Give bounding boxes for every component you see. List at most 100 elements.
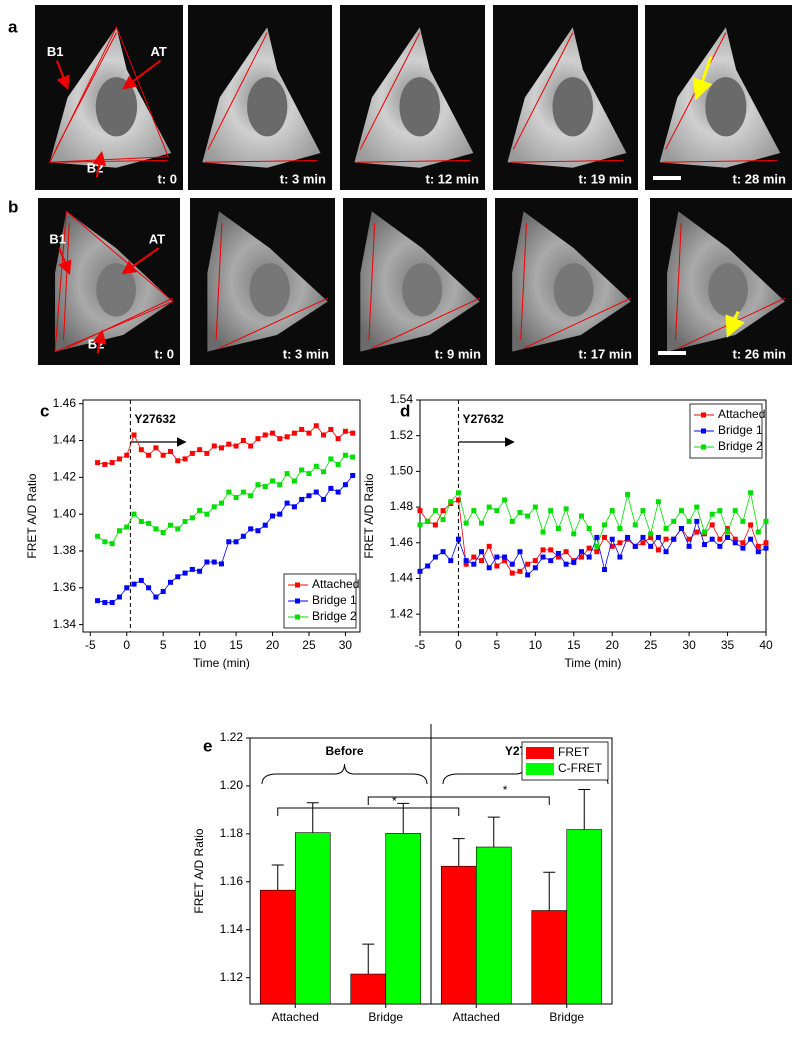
point: [655, 534, 661, 540]
point: [655, 547, 661, 553]
point: [328, 426, 334, 432]
point: [299, 496, 305, 502]
point: [678, 525, 684, 531]
roi-label: AT: [150, 44, 166, 59]
point: [262, 484, 268, 490]
point: [686, 543, 692, 549]
point: [479, 558, 485, 564]
point: [755, 543, 761, 549]
point: [755, 549, 761, 555]
nucleus: [96, 263, 136, 317]
significance-bracket: [367, 796, 550, 805]
point: [563, 549, 569, 555]
point: [548, 508, 554, 514]
highlight-arrow: [725, 310, 745, 338]
y-tick-label: 1.36: [53, 580, 77, 594]
point: [109, 600, 115, 606]
point: [509, 570, 515, 576]
x-tick-label: 10: [529, 638, 543, 652]
point: [102, 461, 108, 467]
point: [321, 432, 327, 438]
highlight-arrow: [692, 56, 713, 101]
point: [517, 568, 523, 574]
y-axis-label: FRET A/D Ratio: [25, 473, 39, 558]
point: [701, 542, 707, 548]
time-label: t: 19 min: [579, 171, 633, 186]
point: [102, 600, 108, 606]
x-tick-label: 15: [567, 638, 581, 652]
x-tick-label: 20: [266, 638, 280, 652]
point: [594, 534, 600, 540]
point: [602, 567, 608, 573]
point: [663, 536, 669, 542]
roi-label: B2: [87, 160, 104, 175]
point: [262, 432, 268, 438]
micrograph: t: 3 min: [188, 5, 332, 190]
point: [648, 531, 654, 537]
micrograph: t: 9 min: [343, 198, 487, 365]
y-tick-label: 1.40: [53, 506, 77, 520]
point: [494, 508, 500, 514]
point: [124, 585, 130, 591]
bar: [350, 973, 387, 1005]
y-axis-label: FRET A/D Ratio: [362, 473, 376, 558]
legend-label: Bridge 2: [718, 439, 763, 453]
point: [425, 563, 431, 569]
point: [146, 585, 152, 591]
error-bar: [487, 816, 500, 848]
y-tick-label: 1.20: [220, 778, 244, 792]
bridge-line: [205, 159, 318, 163]
point: [671, 536, 677, 542]
point: [226, 441, 232, 447]
point: [255, 528, 261, 534]
point: [95, 598, 101, 604]
point: [277, 511, 283, 517]
point: [342, 452, 348, 458]
point: [532, 565, 538, 571]
point: [248, 526, 254, 532]
point: [648, 543, 654, 549]
legend-marker: [701, 428, 706, 434]
point: [284, 500, 290, 506]
point: [609, 508, 615, 514]
y-tick-label: 1.44: [53, 433, 77, 447]
point: [240, 489, 246, 495]
series-line: [419, 520, 767, 576]
x-tick-label: 0: [455, 638, 462, 652]
bar: [566, 829, 603, 1005]
point: [240, 438, 246, 444]
point: [175, 574, 181, 580]
legend-marker: [701, 412, 706, 418]
panel-label: b: [8, 197, 18, 216]
point: [432, 508, 438, 514]
nucleus: [249, 263, 291, 317]
point: [455, 536, 461, 542]
panel-label: d: [400, 401, 410, 420]
point: [153, 594, 159, 600]
legend-label: Attached: [718, 407, 765, 421]
point: [640, 508, 646, 514]
point: [732, 536, 738, 542]
point: [694, 529, 700, 535]
roi-arrow: [122, 59, 162, 90]
bar: [440, 865, 477, 1005]
point: [350, 472, 356, 478]
point: [532, 504, 538, 510]
x-tick-label: 5: [494, 638, 501, 652]
bridge-line: [510, 159, 624, 163]
micrograph: t: 0 B1 AT B2: [38, 198, 180, 365]
point: [540, 529, 546, 535]
point: [748, 522, 754, 528]
point: [517, 549, 523, 555]
point: [678, 508, 684, 514]
point: [455, 497, 461, 503]
point: [350, 430, 356, 436]
point: [432, 522, 438, 528]
point: [725, 525, 731, 531]
point: [328, 485, 334, 491]
significance-label: *: [503, 783, 508, 797]
point: [233, 443, 239, 449]
point: [204, 450, 210, 456]
